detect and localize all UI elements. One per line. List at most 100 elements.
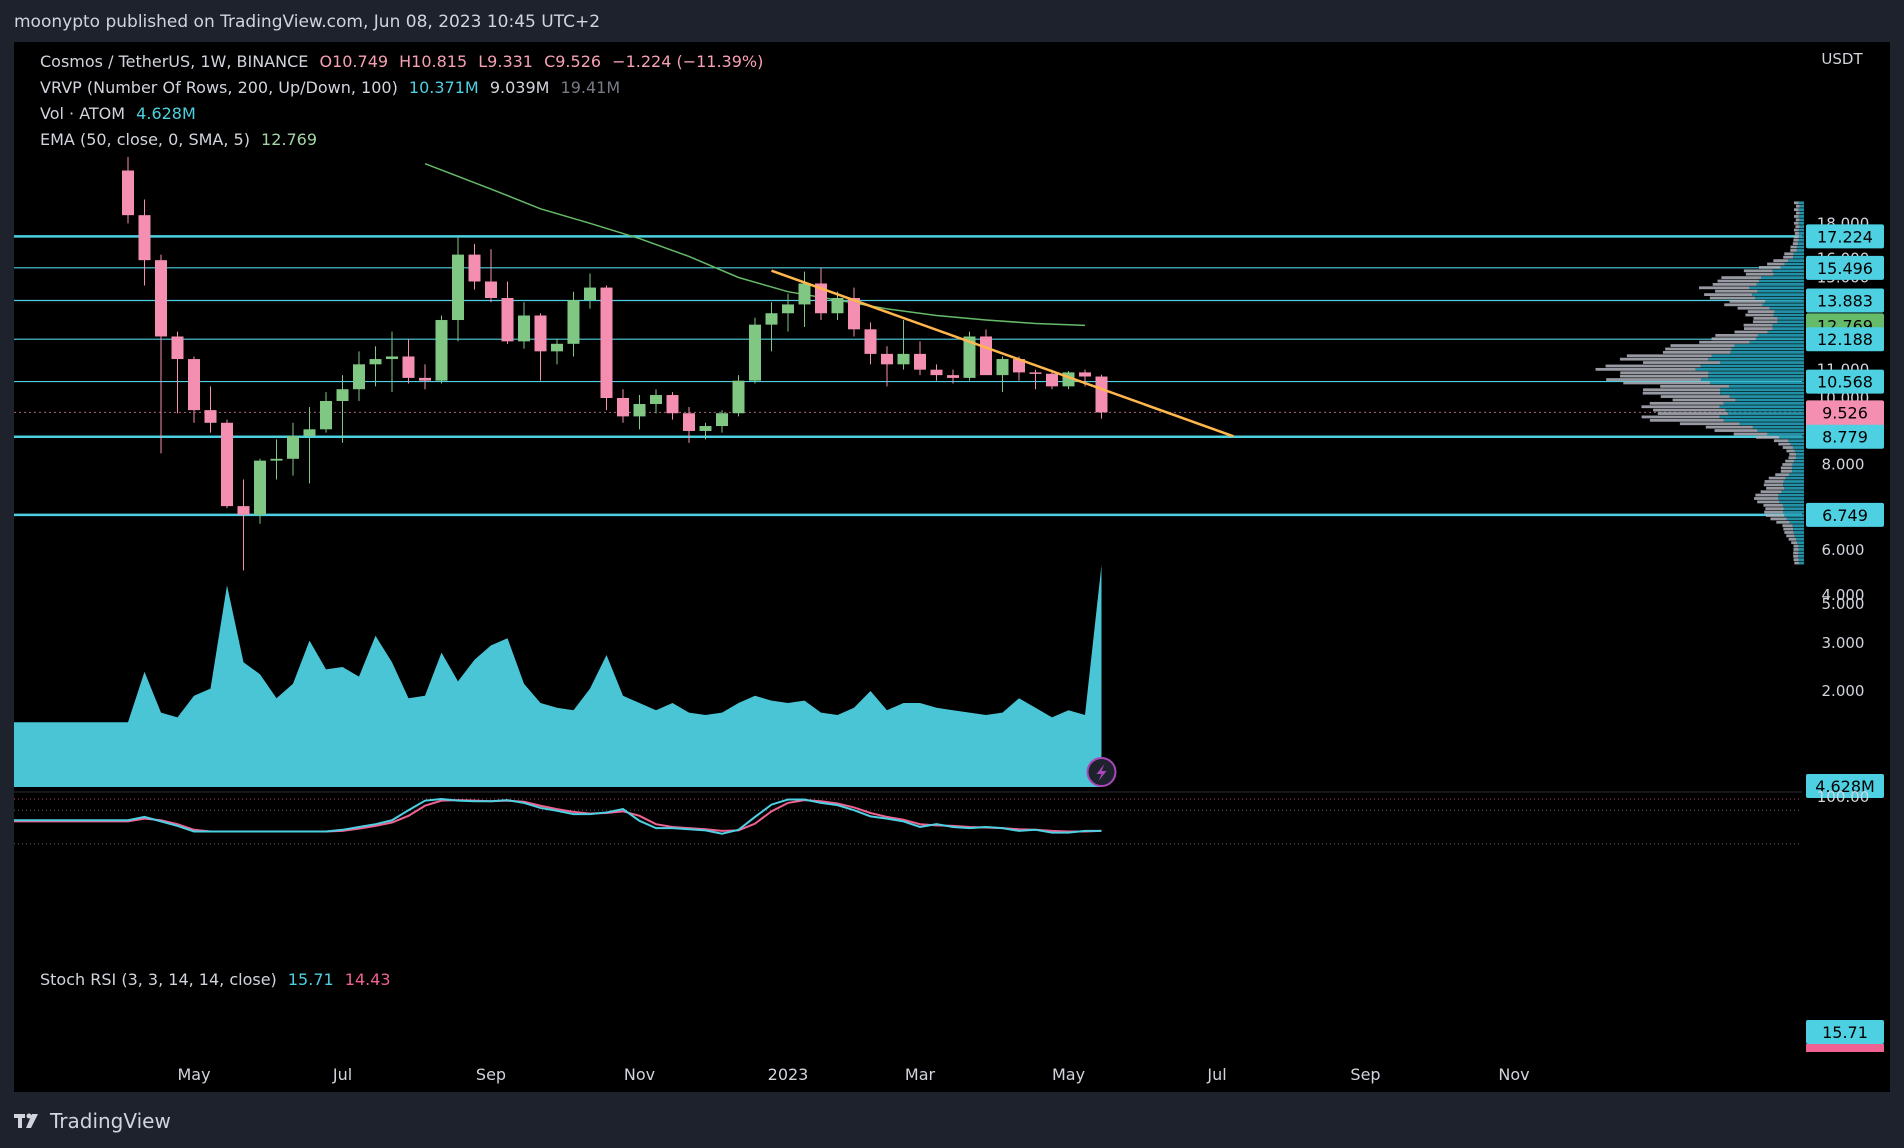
- volume-profile-down-bar: [1754, 497, 1779, 500]
- candle-body: [320, 400, 332, 430]
- candle-body: [963, 336, 976, 378]
- volume-profile-down-bar: [1737, 306, 1770, 310]
- tradingview-footer[interactable]: TradingView: [14, 1106, 171, 1136]
- volume-profile-up-bar: [1782, 503, 1804, 507]
- volume-profile-up-bar: [1793, 531, 1804, 534]
- volume-profile-up-bar: [1778, 493, 1804, 497]
- volume-profile-down-bar: [1643, 361, 1721, 364]
- volume-profile-down-bar: [1795, 218, 1800, 222]
- volume-profile-up-bar: [1798, 561, 1804, 565]
- volume-profile-down-bar: [1755, 493, 1779, 497]
- legend-vrvp-total: 19.41M: [560, 78, 621, 97]
- volume-profile-down-bar: [1793, 238, 1799, 242]
- volume-profile-down-bar: [1733, 432, 1768, 436]
- volume-profile-down-bar: [1793, 558, 1799, 562]
- candle-body: [650, 395, 662, 405]
- price-label-level: [1806, 327, 1884, 352]
- volume-profile-down-bar: [1653, 408, 1726, 412]
- volume-profile-up-bar: [1798, 238, 1804, 242]
- volume-profile-up-bar: [1739, 422, 1804, 426]
- volume-profile-up-bar: [1789, 520, 1804, 524]
- volume-profile-up-bar: [1783, 480, 1804, 483]
- volume-profile-up-bar: [1792, 524, 1804, 528]
- volume-profile-up-bar: [1785, 476, 1804, 480]
- volume-profile-up-bar: [1725, 408, 1804, 412]
- volume-profile-up-bar: [1720, 391, 1804, 395]
- volume-profile-down-bar: [1767, 262, 1785, 266]
- volume-profile-up-bar: [1798, 215, 1804, 218]
- legend-ema-value: 12.769: [261, 130, 318, 149]
- volume-profile-down-bar: [1595, 367, 1696, 371]
- volume-profile-down-bar: [1793, 544, 1799, 548]
- volume-profile-up-bar: [1784, 262, 1804, 266]
- volume-profile-down-bar: [1679, 422, 1740, 426]
- time-axis-label: Jul: [332, 1065, 352, 1084]
- volume-profile-up-bar: [1701, 378, 1804, 381]
- volume-profile-up-bar: [1772, 327, 1804, 330]
- legend-symbol[interactable]: Cosmos / TetherUS, 1W, BINANCE: [40, 52, 309, 71]
- candle-body: [881, 353, 893, 365]
- price-label-text: 10.568: [1817, 373, 1873, 392]
- volume-profile-up-bar: [1799, 218, 1804, 222]
- price-axis-tick: 5.000: [1822, 595, 1865, 613]
- candle-body: [369, 359, 382, 365]
- volume-profile-down-bar: [1773, 439, 1789, 443]
- volume-profile-down-bar: [1794, 232, 1800, 235]
- volume-profile-up-bar: [1773, 272, 1804, 276]
- legend-high: 10.815: [411, 52, 468, 71]
- volume-profile-down-bar: [1715, 289, 1758, 293]
- legend-vrvp-row[interactable]: VRVP (Number Of Rows, 200, Up/Down, 100)…: [40, 78, 626, 98]
- candle-body: [303, 429, 316, 436]
- volume-profile-up-bar: [1708, 374, 1804, 378]
- candle-body: [287, 435, 299, 459]
- volume-profile-up-bar: [1767, 330, 1804, 334]
- volume-profile-up-bar: [1723, 401, 1804, 405]
- volume-profile-up-bar: [1759, 279, 1804, 283]
- volume-profile-down-bar: [1790, 245, 1797, 249]
- candle-body: [138, 215, 151, 261]
- price-axis-unit: USDT: [1821, 50, 1863, 68]
- legend-open: 10.749: [332, 52, 389, 71]
- time-axis-label: 2023: [768, 1065, 809, 1084]
- volume-profile-down-bar: [1784, 252, 1794, 256]
- stoch-axis-top: 100.00: [1817, 788, 1870, 806]
- price-label-text: 13.883: [1817, 291, 1873, 310]
- legend-stoch-row[interactable]: Stoch RSI (3, 3, 14, 14, close) 15.71 14…: [40, 970, 397, 990]
- chart-panel[interactable]: USDT18.00016.00015.00011.00010.0008.0006…: [14, 42, 1890, 1092]
- candle-body: [452, 254, 464, 321]
- volume-profile-up-bar: [1783, 510, 1804, 514]
- volume-profile-up-bar: [1708, 371, 1804, 375]
- volume-profile-up-bar: [1752, 425, 1804, 429]
- volume-profile-up-bar: [1790, 442, 1804, 446]
- volume-profile-down-bar: [1641, 415, 1720, 419]
- volume-profile-up-bar: [1799, 204, 1804, 208]
- volume-profile-down-bar: [1758, 266, 1781, 269]
- volume-profile-up-bar: [1791, 469, 1804, 473]
- volume-profile-up-bar: [1711, 354, 1804, 358]
- legend-volume-row[interactable]: Vol · ATOM 4.628M: [40, 104, 202, 124]
- volume-profile-up-bar: [1762, 303, 1804, 307]
- volume-profile-down-bar: [1657, 412, 1728, 415]
- volume-profile-down-bar: [1642, 391, 1721, 395]
- volume-profile-down-bar: [1715, 333, 1758, 337]
- candle-body: [435, 320, 448, 381]
- volume-profile-down-bar: [1785, 459, 1795, 463]
- volume-profile-up-bar: [1798, 548, 1804, 551]
- candle-body: [996, 359, 1009, 376]
- chart-canvas[interactable]: USDT18.00016.00015.00011.00010.0008.0006…: [14, 42, 1890, 1092]
- legend-high-label: H: [399, 52, 412, 71]
- volume-profile-down-bar: [1620, 371, 1709, 375]
- volume-profile-up-bar: [1798, 228, 1804, 232]
- candle-body: [897, 353, 910, 365]
- volume-profile-up-bar: [1755, 296, 1804, 300]
- volume-profile-down-bar: [1770, 517, 1787, 521]
- volume-profile-down-bar: [1793, 554, 1799, 558]
- volume-profile-up-bar: [1788, 439, 1804, 443]
- volume-profile-up-bar: [1729, 384, 1804, 388]
- legend-ema-row[interactable]: EMA (50, close, 0, SMA, 5) 12.769: [40, 130, 323, 150]
- volume-profile-up-bar: [1778, 497, 1804, 500]
- volume-profile-up-bar: [1777, 316, 1804, 320]
- volume-profile-up-bar: [1700, 364, 1804, 368]
- volume-profile-up-bar: [1792, 446, 1804, 449]
- candle-body: [600, 287, 613, 398]
